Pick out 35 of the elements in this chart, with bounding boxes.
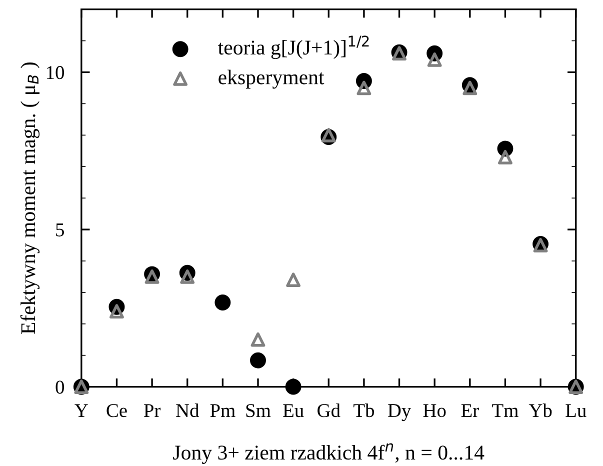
- x-tick-label: Tm: [492, 404, 518, 417]
- point: [285, 378, 302, 395]
- y-tick-label: 5: [56, 224, 64, 236]
- y-tick-label: 0: [56, 380, 64, 394]
- x-tick-label: Ce: [106, 404, 127, 418]
- x-tick-label: Ho: [423, 404, 446, 418]
- point: [356, 80, 372, 96]
- legend-label: eksperyment: [218, 70, 324, 89]
- x-tick-label: Y: [74, 404, 88, 417]
- x-tick-label: Eu: [283, 404, 304, 418]
- x-tick-label: Pr: [144, 404, 161, 417]
- point: [286, 272, 301, 288]
- point: [250, 352, 266, 368]
- point: [250, 332, 266, 347]
- point: [462, 80, 478, 96]
- x-tick-label: Pm: [210, 404, 236, 417]
- legend-label: teoria g[J(J+1)]$^{1/2}$: [218, 36, 369, 59]
- point: [214, 294, 231, 310]
- x-tick-label: Er: [461, 404, 479, 417]
- point: [180, 269, 195, 284]
- point: [498, 150, 512, 164]
- x-tick-label: Yb: [528, 403, 552, 418]
- x-tick-label: Nd: [176, 403, 200, 418]
- point: [110, 304, 124, 318]
- point: [427, 52, 442, 67]
- point: [144, 269, 160, 284]
- x-axis-title: Jony 3+ ziem rzadkich 4f$^{n}$, n = 0...14: [173, 443, 484, 464]
- x-tick-label: Dy: [388, 404, 412, 422]
- point: [321, 128, 336, 142]
- y-tick-label: 10: [47, 66, 64, 80]
- y-axis-title: Efektywny moment magn. ( μ$_{B}$ ): [20, 62, 40, 334]
- x-tick-label: Tb: [354, 403, 374, 418]
- x-tick-label: Gd: [318, 403, 340, 418]
- x-tick-label: Lu: [566, 404, 586, 418]
- x-tick-label: Sm: [246, 404, 271, 418]
